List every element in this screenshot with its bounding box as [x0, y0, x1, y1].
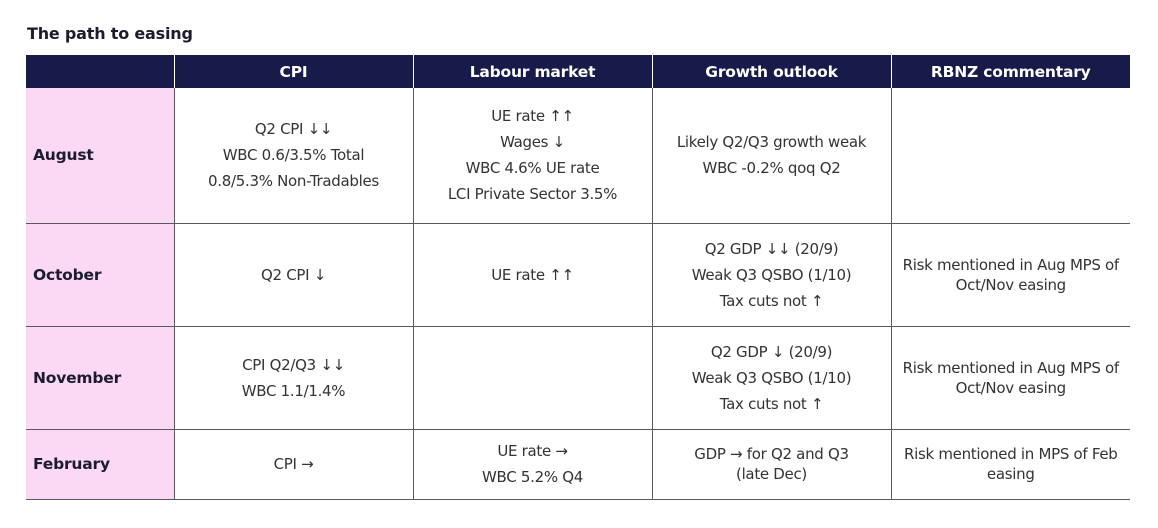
month-label: February	[26, 429, 175, 500]
header-cpi: CPI	[173, 55, 413, 88]
cell-text-line: 0.8/5.3% Non-Tradables	[208, 172, 379, 191]
cpi-cell: Q2 CPI ↓	[174, 223, 413, 327]
cell-text-line: WBC 0.6/3.5% Total	[222, 146, 365, 165]
growth-outlook-cell: GDP → for Q2 and Q3 (late Dec)	[651, 429, 891, 500]
cell-text-line: Q2 CPI ↓	[261, 265, 326, 284]
header-rbnz-commentary: RBNZ commentary	[890, 55, 1130, 88]
month-label: August	[26, 88, 175, 224]
header-month	[26, 55, 174, 88]
header-growth-outlook: Growth outlook	[651, 55, 891, 88]
cell-text-line: Likely Q2/Q3 growth weak	[676, 133, 867, 152]
page-title: The path to easing	[27, 24, 193, 43]
cell-text-line: Risk mentioned in MPS of Feb easing	[903, 445, 1118, 483]
cell-text-line: WBC 1.1/1.4%	[241, 381, 346, 400]
cpi-cell: CPI →	[174, 429, 413, 500]
month-label: November	[26, 326, 175, 430]
cell-text-line: Q2 GDP ↓ (20/9)	[710, 342, 833, 361]
cell-text-line: Q2 GDP ↓↓ (20/9)	[704, 239, 839, 258]
header-labour-market: Labour market	[412, 55, 652, 88]
growth-outlook-cell: Q2 GDP ↓↓ (20/9) Weak Q3 QSBO (1/10) Tax c…	[651, 223, 891, 327]
cell-text-line: GDP → for Q2 and Q3 (late Dec)	[694, 445, 849, 483]
cell-text-line: Weak Q3 QSBO (1/10)	[691, 368, 852, 387]
growth-outlook-cell: Likely Q2/Q3 growth weak WBC -0.2% qoq Q2	[651, 88, 891, 224]
cell-text-line: CPI Q2/Q3 ↓↓	[242, 355, 345, 374]
cell-text-line: Risk mentioned in Aug MPS of Oct/Nov eas…	[902, 255, 1120, 294]
cell-text-line: Q2 CPI ↓↓	[254, 120, 333, 139]
rbnz-commentary-cell: Risk mentioned in MPS of Feb easing	[890, 429, 1130, 500]
labour-market-cell: UE rate ↑↑ Wages ↓ WBC 4.6% UE rate LCI Pri…	[412, 88, 652, 224]
cell-text-line: UE rate ↑↑	[491, 265, 574, 284]
rbnz-commentary-cell	[890, 88, 1130, 224]
cell-text-line: WBC 4.6% UE rate	[465, 159, 600, 178]
cell-text-line: LCI Private Sector 3.5%	[447, 185, 618, 204]
table-row: November CPI Q2/Q3 ↓↓ WBC 1.1/1.4% Q2 GDP ↓…	[26, 326, 1130, 430]
cpi-cell: Q2 CPI ↓↓ WBC 0.6/3.5% Total 0.8/5.3% Non-…	[174, 88, 413, 224]
rbnz-commentary-cell: Risk mentioned in Aug MPS of Oct/Nov eas…	[890, 326, 1130, 430]
labour-market-cell: UE rate → WBC 5.2% Q4	[412, 429, 652, 500]
easing-table: CPI Labour market Growth outlook RBNZ co…	[26, 55, 1130, 500]
cell-text-line: WBC 5.2% Q4	[481, 468, 584, 486]
cell-text-line: Weak Q3 QSBO (1/10)	[691, 265, 852, 284]
labour-market-cell: UE rate ↑↑	[412, 223, 652, 327]
table-row: August Q2 CPI ↓↓ WBC 0.6/3.5% Total 0.8/5.3…	[26, 88, 1130, 224]
cell-text-line: UE rate ↑↑	[491, 107, 574, 126]
cell-text-line: Wages ↓	[500, 133, 565, 152]
header-row: CPI Labour market Growth outlook RBNZ co…	[26, 55, 1130, 88]
table-row: October Q2 CPI ↓ UE rate ↑↑ Q2 GDP ↓↓ (20/9…	[26, 223, 1130, 327]
labour-market-cell	[412, 326, 652, 430]
table-row: February CPI → UE rate → WBC 5.2% Q4 GDP → f…	[26, 429, 1130, 500]
month-label: October	[26, 223, 175, 327]
cpi-cell: CPI Q2/Q3 ↓↓ WBC 1.1/1.4%	[174, 326, 413, 430]
cell-text-line: UE rate →	[497, 442, 568, 460]
cell-text-line: Risk mentioned in Aug MPS of Oct/Nov eas…	[902, 358, 1120, 397]
cell-text-line: Tax cuts not ↑	[719, 394, 824, 413]
rbnz-commentary-cell: Risk mentioned in Aug MPS of Oct/Nov eas…	[890, 223, 1130, 327]
growth-outlook-cell: Q2 GDP ↓ (20/9) Weak Q3 QSBO (1/10) Tax cu…	[651, 326, 891, 430]
cell-text-line: CPI →	[273, 455, 314, 473]
cell-text-line: WBC -0.2% qoq Q2	[702, 159, 841, 178]
cell-text-line: Tax cuts not ↑	[719, 291, 824, 310]
